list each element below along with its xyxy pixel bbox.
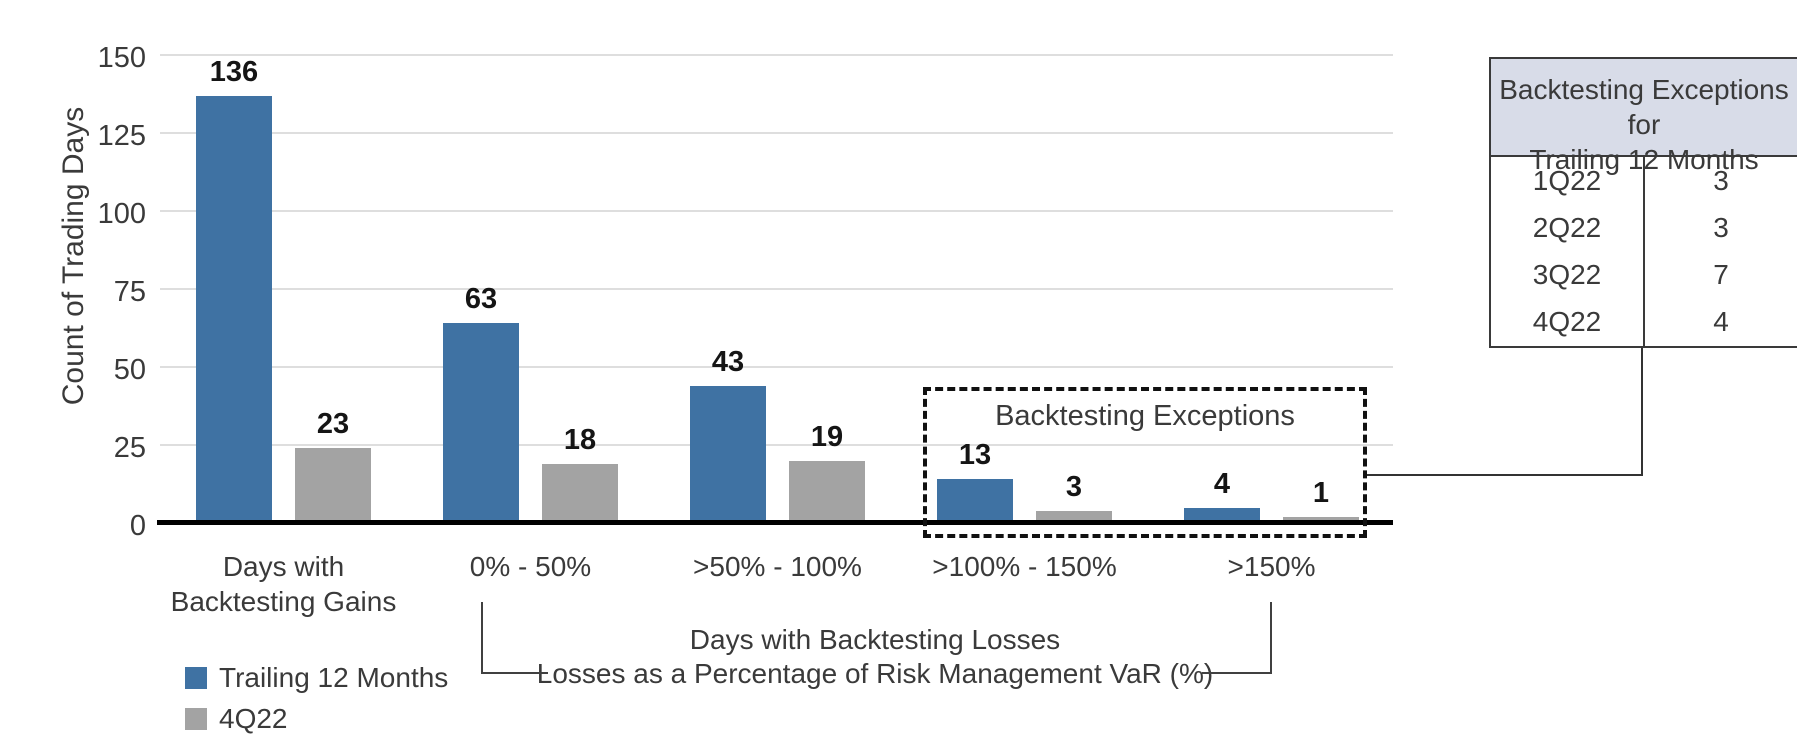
table-cell-quarter: 4Q22 [1532, 306, 1602, 337]
bar-trailing-12-months [1184, 508, 1260, 520]
table-cell-quarter: 1Q22 [1532, 165, 1602, 196]
gridline [160, 210, 1393, 212]
caption-bracket-right-vertical [1270, 602, 1272, 674]
category-label: >50% - 100% [693, 551, 862, 582]
bar-value-label: 23 [316, 408, 350, 440]
category-label: >150% [1227, 551, 1316, 582]
table-cell-quarter: 2Q22 [1532, 212, 1602, 243]
gridline [160, 366, 1393, 368]
bar-4q22 [295, 448, 371, 520]
bar-value-label: 136 [209, 56, 259, 88]
table-cell-count: 4 [1713, 306, 1729, 337]
backtesting-exceptions-box-label: Backtesting Exceptions [995, 400, 1295, 432]
plot-area: 136 63 43 13 4 23 18 19 3 1 [160, 54, 1393, 523]
table-body: 1Q22 3 2Q22 3 3Q22 7 4Q22 4 [1491, 157, 1797, 346]
y-tick-label: 50 [113, 354, 146, 386]
table-cell-count: 3 [1713, 212, 1729, 243]
legend-swatch-trailing-12-months [185, 667, 207, 689]
bar-trailing-12-months [937, 479, 1013, 520]
bar-trailing-12-months [690, 386, 766, 520]
connector-line-vertical [1641, 344, 1643, 476]
y-tick-label: 100 [97, 198, 146, 230]
table-cell-count: 3 [1713, 165, 1729, 196]
table-row: 4Q22 4 [1491, 298, 1797, 345]
backtesting-exceptions-dashed-box [923, 387, 1367, 538]
bar-4q22 [1283, 517, 1359, 520]
bar-value-label: 13 [958, 439, 992, 471]
category-label: >100% - 150% [932, 551, 1117, 582]
x-caption-line1: Days with Backtesting Losses [689, 624, 1061, 655]
legend-swatch-4q22 [185, 708, 207, 730]
category-label: Days with Backtesting Gains [170, 551, 397, 617]
x-axis-category-labels: Days with Backtesting Gains 0% - 50% >50% … [160, 0, 1393, 746]
bar-4q22 [542, 464, 618, 520]
legend-label: 4Q22 [219, 703, 288, 734]
table-row: 3Q22 7 [1491, 251, 1797, 298]
bar-value-label: 19 [810, 421, 844, 453]
backtesting-exceptions-table: Backtesting Exceptions for Trailing 12 M… [1489, 57, 1797, 348]
bar-4q22 [789, 461, 865, 520]
bar-value-label: 18 [563, 424, 597, 456]
gridline [160, 54, 1393, 56]
y-axis-ticks: 0 25 50 75 100 125 150 [0, 43, 150, 541]
bar-value-label: 4 [1213, 468, 1231, 500]
bar-trailing-12-months [196, 96, 272, 520]
category-label: 0% - 50% [469, 551, 592, 582]
gridline [160, 132, 1393, 134]
legend-label: Trailing 12 Months [219, 662, 449, 693]
x-caption-line2: Losses as a Percentage of Risk Managemen… [536, 658, 1214, 689]
bar-trailing-12-months [443, 323, 519, 520]
caption-bracket-left-vertical [481, 602, 483, 674]
bar-value-label: 63 [464, 283, 498, 315]
y-tick-label: 75 [113, 276, 146, 308]
connector-line-horizontal [1367, 474, 1643, 476]
y-tick-label: 25 [113, 432, 146, 464]
table-cell-quarter: 3Q22 [1532, 259, 1602, 290]
y-tick-label: 125 [97, 120, 146, 152]
y-tick-label: 150 [97, 42, 146, 74]
table-cell-count: 7 [1713, 259, 1729, 290]
y-tick-label: 0 [129, 510, 146, 542]
legend-item: 4Q22 [185, 703, 585, 734]
x-axis-line [157, 520, 1393, 525]
table-row: 2Q22 3 [1491, 204, 1797, 251]
bar-4q22 [1036, 511, 1112, 520]
bar-value-label: 43 [711, 346, 745, 378]
gridline [160, 444, 1393, 446]
table-header: Backtesting Exceptions for Trailing 12 M… [1491, 59, 1797, 175]
gridline [160, 288, 1393, 290]
bar-value-label: 3 [1065, 471, 1083, 503]
table-column-divider [1643, 157, 1645, 346]
legend-item: Trailing 12 Months [185, 662, 585, 693]
table-row: 1Q22 3 [1491, 157, 1797, 204]
caption-bracket-left-horizontal [481, 672, 548, 674]
bar-value-label: 1 [1312, 477, 1330, 509]
caption-bracket-right-horizontal [1202, 672, 1272, 674]
